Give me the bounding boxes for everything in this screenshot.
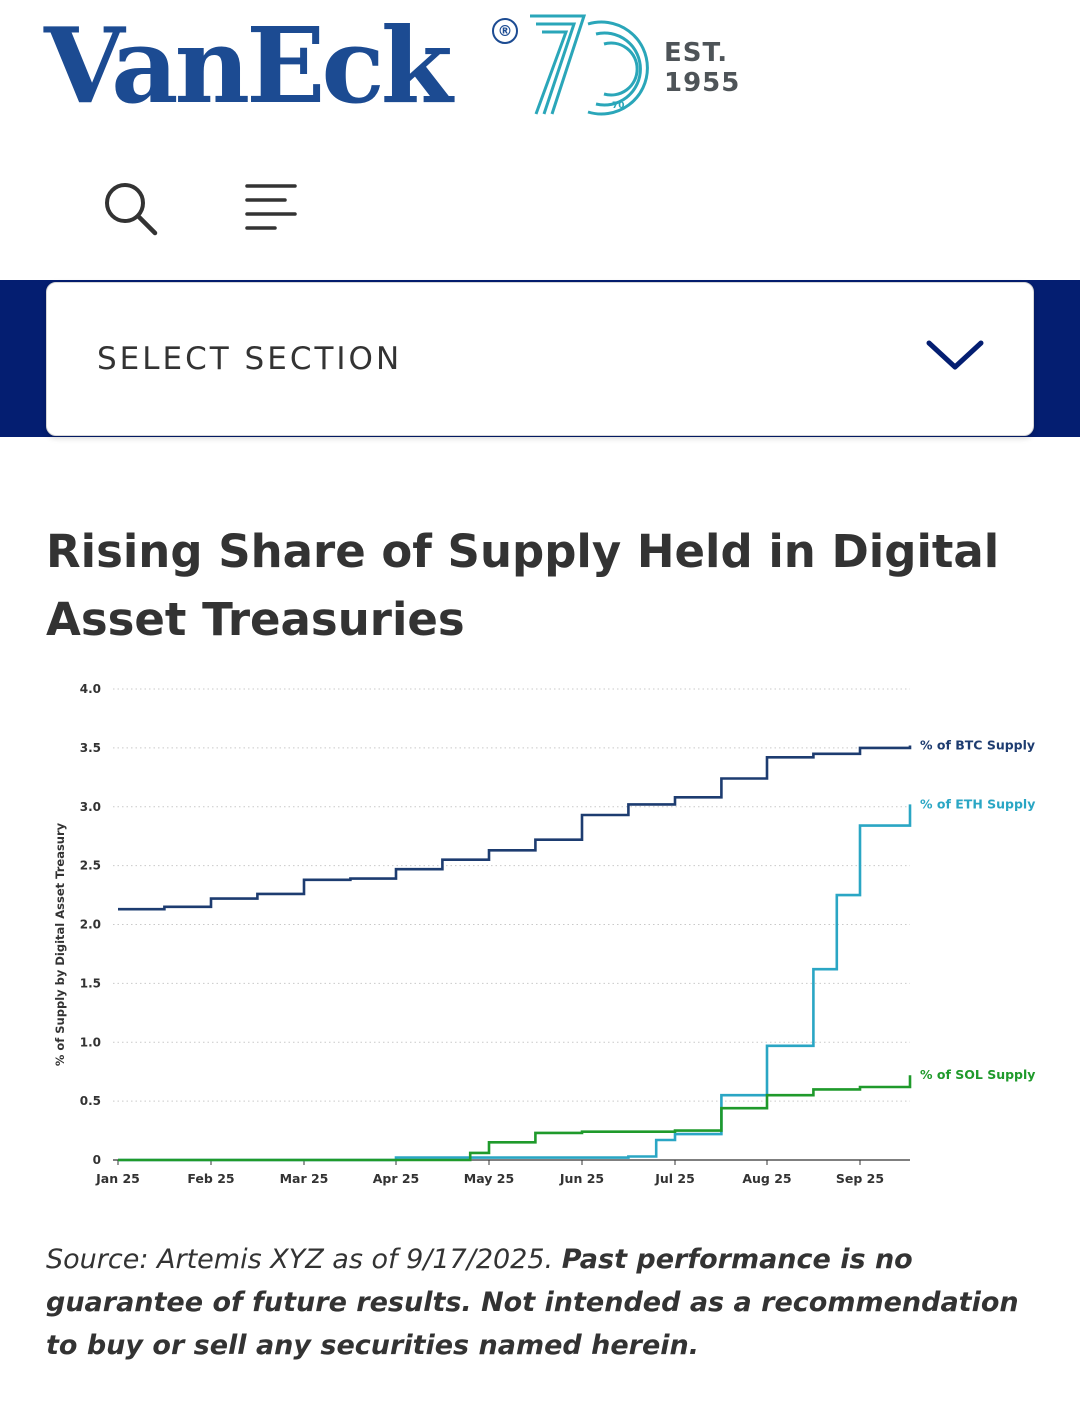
y-tick-label: 1.5 bbox=[80, 976, 101, 990]
y-axis-title: % of Supply by Digital Asset Treasury bbox=[53, 822, 67, 1066]
x-tick-label: Aug 25 bbox=[742, 1171, 791, 1186]
x-tick-label: Jan 25 bbox=[95, 1171, 140, 1186]
logo-wordmark: VanEck bbox=[44, 4, 453, 127]
x-tick-label: Sep 25 bbox=[836, 1171, 884, 1186]
chevron-down-icon[interactable] bbox=[925, 337, 985, 377]
series-label: % of BTC Supply bbox=[920, 738, 1035, 753]
supply-share-chart: 0 0.5 1.0 1.5 2.0 2.5 3.0 3.5 4.0 Jan 25 Feb 25 Mar… bbox=[53, 682, 1035, 1186]
est-1955-label: EST. 1955 bbox=[664, 38, 740, 98]
chart-title: Rising Share of Supply Held in Digital A… bbox=[46, 525, 1000, 646]
search-icon bbox=[105, 183, 158, 236]
footnote-source: Source: Artemis XYZ as of 9/17/2025. bbox=[46, 1244, 554, 1275]
x-tick-label: May 25 bbox=[464, 1171, 514, 1186]
y-tick-label: 0.5 bbox=[80, 1094, 101, 1108]
series-label: % of ETH Supply bbox=[920, 796, 1035, 811]
series-label: % of SOL Supply bbox=[920, 1067, 1035, 1082]
x-tick-label: Feb 25 bbox=[187, 1171, 234, 1186]
series-line-3 bbox=[118, 1075, 912, 1162]
select-section-label: SELECT SECTION bbox=[97, 341, 403, 377]
y-tick-label: 3.0 bbox=[80, 800, 101, 814]
x-tick-label: Apr 25 bbox=[373, 1171, 420, 1186]
series-line-2 bbox=[118, 804, 912, 1162]
menu-icon bbox=[245, 184, 297, 230]
y-tick-label: 0 bbox=[93, 1153, 101, 1167]
x-tick-label: Mar 25 bbox=[280, 1171, 329, 1186]
vaneck-logo[interactable]: VanEck ® 70 EST. 1955 bbox=[44, 4, 744, 128]
est-year: 1955 bbox=[664, 68, 741, 98]
y-tick-label: 1.0 bbox=[80, 1035, 101, 1049]
chart-footnote: Source: Artemis XYZ as of 9/17/2025. Pas… bbox=[46, 1238, 1036, 1367]
registered-mark: ® bbox=[492, 18, 518, 44]
select-section-dropdown[interactable]: SELECT SECTION bbox=[46, 282, 1034, 436]
footnote-disclaimer: Past performance is no guarantee of futu… bbox=[46, 1244, 1019, 1361]
y-tick-label: 2.5 bbox=[80, 859, 101, 873]
series-line-1 bbox=[118, 745, 912, 911]
y-tick-label: 3.5 bbox=[80, 741, 101, 755]
est-label: EST. bbox=[664, 38, 729, 68]
x-tick-label: Jun 25 bbox=[559, 1171, 604, 1186]
menu-button[interactable] bbox=[238, 176, 302, 240]
x-tick-label: Jul 25 bbox=[654, 1171, 695, 1186]
y-tick-label: 4.0 bbox=[80, 682, 101, 696]
search-button[interactable] bbox=[98, 176, 162, 240]
anniversary-70-logo: 70 bbox=[530, 14, 649, 116]
svg-text:70: 70 bbox=[612, 101, 625, 111]
y-tick-label: 2.0 bbox=[80, 918, 101, 932]
site-header: VanEck ® 70 EST. 1955 bbox=[0, 0, 1080, 280]
